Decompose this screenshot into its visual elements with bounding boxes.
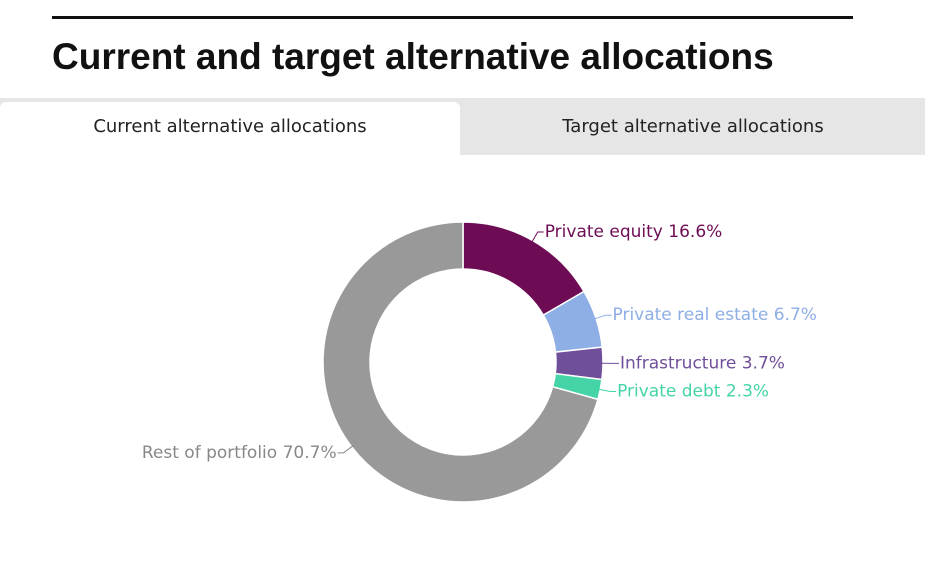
value-label: 16.6% xyxy=(668,222,722,242)
donut-slice xyxy=(542,290,604,353)
category-label: Infrastructure xyxy=(620,353,736,373)
category-label: Private debt xyxy=(617,381,721,401)
data-label: Private debt 2.3% xyxy=(617,381,769,401)
value-label: 6.7% xyxy=(774,305,817,325)
data-label: Infrastructure 3.7% xyxy=(620,353,785,373)
donut-slice xyxy=(462,221,585,317)
page-title: Current and target alternative allocatio… xyxy=(52,36,774,77)
data-label: Private equity 16.6% xyxy=(545,222,723,242)
top-rule xyxy=(52,16,853,19)
donut-slice xyxy=(551,372,603,401)
tab-bar: Current alternative allocations Target a… xyxy=(0,98,925,155)
data-label: Private real estate 6.7% xyxy=(613,305,817,325)
value-label: 3.7% xyxy=(742,353,785,373)
category-label: Rest of portfolio xyxy=(142,443,277,463)
leader-line xyxy=(531,231,544,243)
leader-line xyxy=(337,445,354,454)
donut-slice xyxy=(554,346,604,381)
tab[interactable]: Target alternative allocations xyxy=(562,116,824,137)
category-label: Private equity xyxy=(545,222,663,242)
leader-line xyxy=(593,314,612,320)
leader-line xyxy=(598,388,617,392)
category-label: Private real estate xyxy=(613,305,769,325)
value-label: 2.3% xyxy=(726,381,769,401)
data-label: Rest of portfolio 70.7% xyxy=(142,443,337,463)
donut-slice xyxy=(322,221,599,503)
value-label: 70.7% xyxy=(283,443,337,463)
tab[interactable]: Current alternative allocations xyxy=(0,102,460,155)
